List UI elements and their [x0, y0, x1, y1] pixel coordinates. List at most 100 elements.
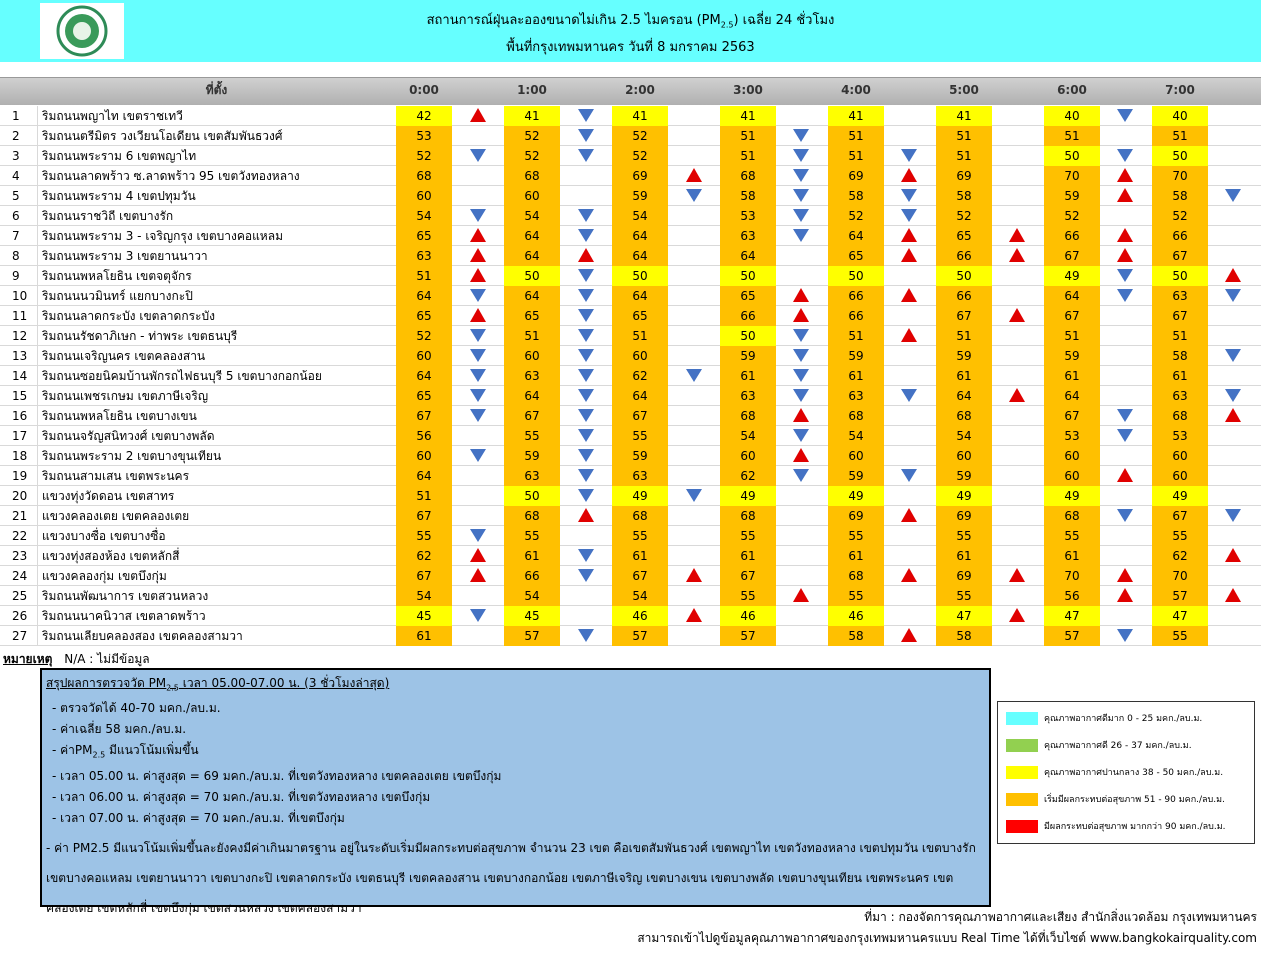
trend-arrow [901, 149, 918, 162]
value-cell: 54 [396, 586, 452, 606]
value-cell: 68 [1044, 506, 1100, 526]
value-cell: 59 [504, 446, 560, 466]
trend-arrow [1009, 308, 1025, 322]
value-cell: 59 [936, 466, 992, 486]
value-cell: 69 [828, 506, 884, 526]
value-cell: 52 [1044, 206, 1100, 226]
trend-arrow [793, 288, 810, 302]
text-part: เวลา 05.00-07.00 น. (3 ชั่วโมงล่าสุด) [178, 676, 390, 690]
trend-down [470, 329, 486, 342]
value-cell: 61 [1044, 546, 1100, 566]
row-number: 16 [0, 406, 38, 426]
trend-down [793, 129, 810, 142]
trend-up [470, 108, 486, 122]
trend-down [1116, 289, 1133, 302]
value-cell: 64 [612, 386, 668, 406]
value-cell: 55 [396, 526, 452, 546]
subtitle: พื้นที่กรุงเทพมหานคร วันที่ 8 มกราคม 256… [506, 40, 755, 55]
summary-line: - เวลา 07.00 น. ค่าสูงสุด = 70 มคก./ลบ.ม… [52, 810, 345, 825]
row-number: 18 [0, 446, 38, 466]
trend-down [793, 169, 810, 182]
trend-up [793, 588, 810, 602]
value-cell: 63 [1152, 286, 1208, 306]
value-cell: 67 [1152, 506, 1208, 526]
time-header: 2:00 [625, 83, 655, 97]
summary-line: - ค่าเฉลี่ย 58 มคก./ลบ.ม. [52, 722, 187, 737]
value-cell: 60 [936, 446, 992, 466]
trend-down [577, 629, 594, 642]
value-cell: 47 [936, 606, 992, 626]
trend-arrow [577, 329, 594, 342]
value-cell: 50 [1044, 146, 1100, 166]
value-cell: 70 [1152, 166, 1208, 186]
trend-down [470, 529, 486, 542]
value-cell: 60 [504, 346, 560, 366]
value-cell: 64 [504, 286, 560, 306]
trend-up [1116, 468, 1133, 482]
value-cell: 69 [936, 506, 992, 526]
trend-arrow [470, 548, 486, 562]
value-cell: 65 [504, 306, 560, 326]
row-number: 10 [0, 286, 38, 306]
text-part: สรุปผลการตรวจวัด PM [46, 676, 167, 690]
trend-down [793, 229, 810, 242]
location: ริมถนนเจริญนคร เขตคลองสาน [42, 349, 206, 363]
value-cell: 59 [828, 346, 884, 366]
trend-up [1009, 568, 1025, 582]
value-cell: 62 [396, 546, 452, 566]
trend-arrow [1009, 248, 1025, 262]
row-number: 9 [0, 266, 38, 286]
value-cell: 52 [504, 126, 560, 146]
value-cell: 55 [612, 526, 668, 546]
row-number: 14 [0, 366, 38, 386]
value-cell: 64 [612, 246, 668, 266]
value-cell: 61 [1152, 366, 1208, 386]
value-cell: 67 [1044, 406, 1100, 426]
trend-arrow [1009, 568, 1025, 582]
value-cell: 59 [1044, 346, 1100, 366]
value-cell: 41 [936, 106, 992, 126]
trend-arrow [1116, 409, 1133, 422]
trend-arrow [685, 189, 702, 202]
trend-arrow [1116, 468, 1133, 482]
trend-up [1009, 388, 1025, 402]
summary-paragraph: - ค่า PM2.5 มีแนวโน้มเพิ่มขึ้นละยังคงมีค… [46, 840, 976, 915]
trend-up [1116, 248, 1133, 262]
trend-arrow [577, 209, 594, 222]
trend-arrow [577, 289, 594, 302]
trend-down [577, 389, 594, 402]
value-cell: 41 [720, 106, 776, 126]
trend-up [470, 548, 486, 562]
trend-up [793, 408, 810, 422]
value-cell: 49 [1152, 486, 1208, 506]
summary-lines: - ตรวจวัดได้ 40-70 มคก./ลบ.ม. - ค่าเฉลี่ย… [46, 698, 985, 828]
row-number: 1 [0, 106, 38, 126]
value-cell: 55 [504, 526, 560, 546]
trend-up [901, 508, 918, 522]
trend-up [1224, 548, 1241, 562]
trend-arrow [577, 508, 594, 522]
trend-arrow [470, 568, 486, 582]
location: ริมถนนนวมินทร์ แยกบางกะปิ [42, 289, 193, 303]
value-cell: 60 [828, 446, 884, 466]
value-cell: 61 [828, 366, 884, 386]
value-cell: 50 [720, 266, 776, 286]
value-cell: 51 [1044, 326, 1100, 346]
trend-arrow [901, 288, 918, 302]
value-cell: 60 [504, 186, 560, 206]
value-cell: 65 [828, 246, 884, 266]
trend-arrow [577, 269, 594, 282]
trend-down [1224, 349, 1241, 362]
value-cell: 61 [504, 546, 560, 566]
value-cell: 67 [1044, 306, 1100, 326]
note-text: N/A : ไม่มีข้อมูล [64, 652, 150, 666]
trend-down [577, 409, 594, 422]
value-cell: 46 [612, 606, 668, 626]
trend-down [470, 449, 486, 462]
value-cell: 50 [504, 266, 560, 286]
trend-down [1116, 429, 1133, 442]
trend-up [685, 568, 702, 582]
row-number: 12 [0, 326, 38, 346]
trend-down [470, 209, 486, 222]
